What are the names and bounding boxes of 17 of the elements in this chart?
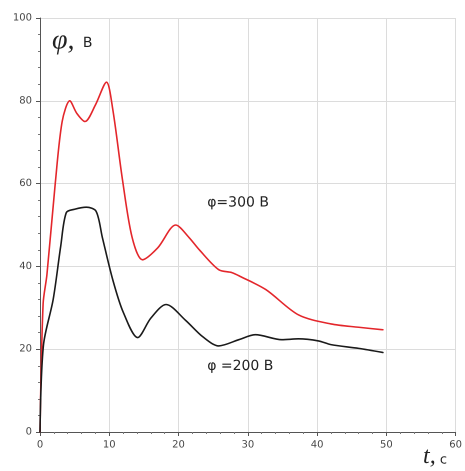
y-axis-title: φ, В (52, 24, 93, 56)
x-tick-label: 20 (172, 440, 185, 450)
x-tick-label: 30 (241, 440, 254, 450)
x-tick-label: 0 (36, 440, 44, 450)
y-tick-label: 20 (19, 344, 32, 355)
y-tick-label: 0 (26, 426, 32, 438)
x-tick-label: 60 (449, 440, 462, 450)
x-tick-label: 10 (102, 440, 116, 450)
y-tick-label: 80 (19, 95, 32, 106)
y-tick-label: 100 (12, 12, 32, 24)
y-tick-label: 40 (19, 260, 32, 272)
x-axis-title: t, с (423, 443, 447, 469)
annotation: φ=300 В (207, 194, 269, 210)
y-tick-label: 60 (19, 178, 32, 190)
x-tick-label: 40 (310, 440, 324, 450)
x-tick-label: 50 (380, 440, 393, 450)
annotation: φ =200 В (207, 358, 274, 374)
